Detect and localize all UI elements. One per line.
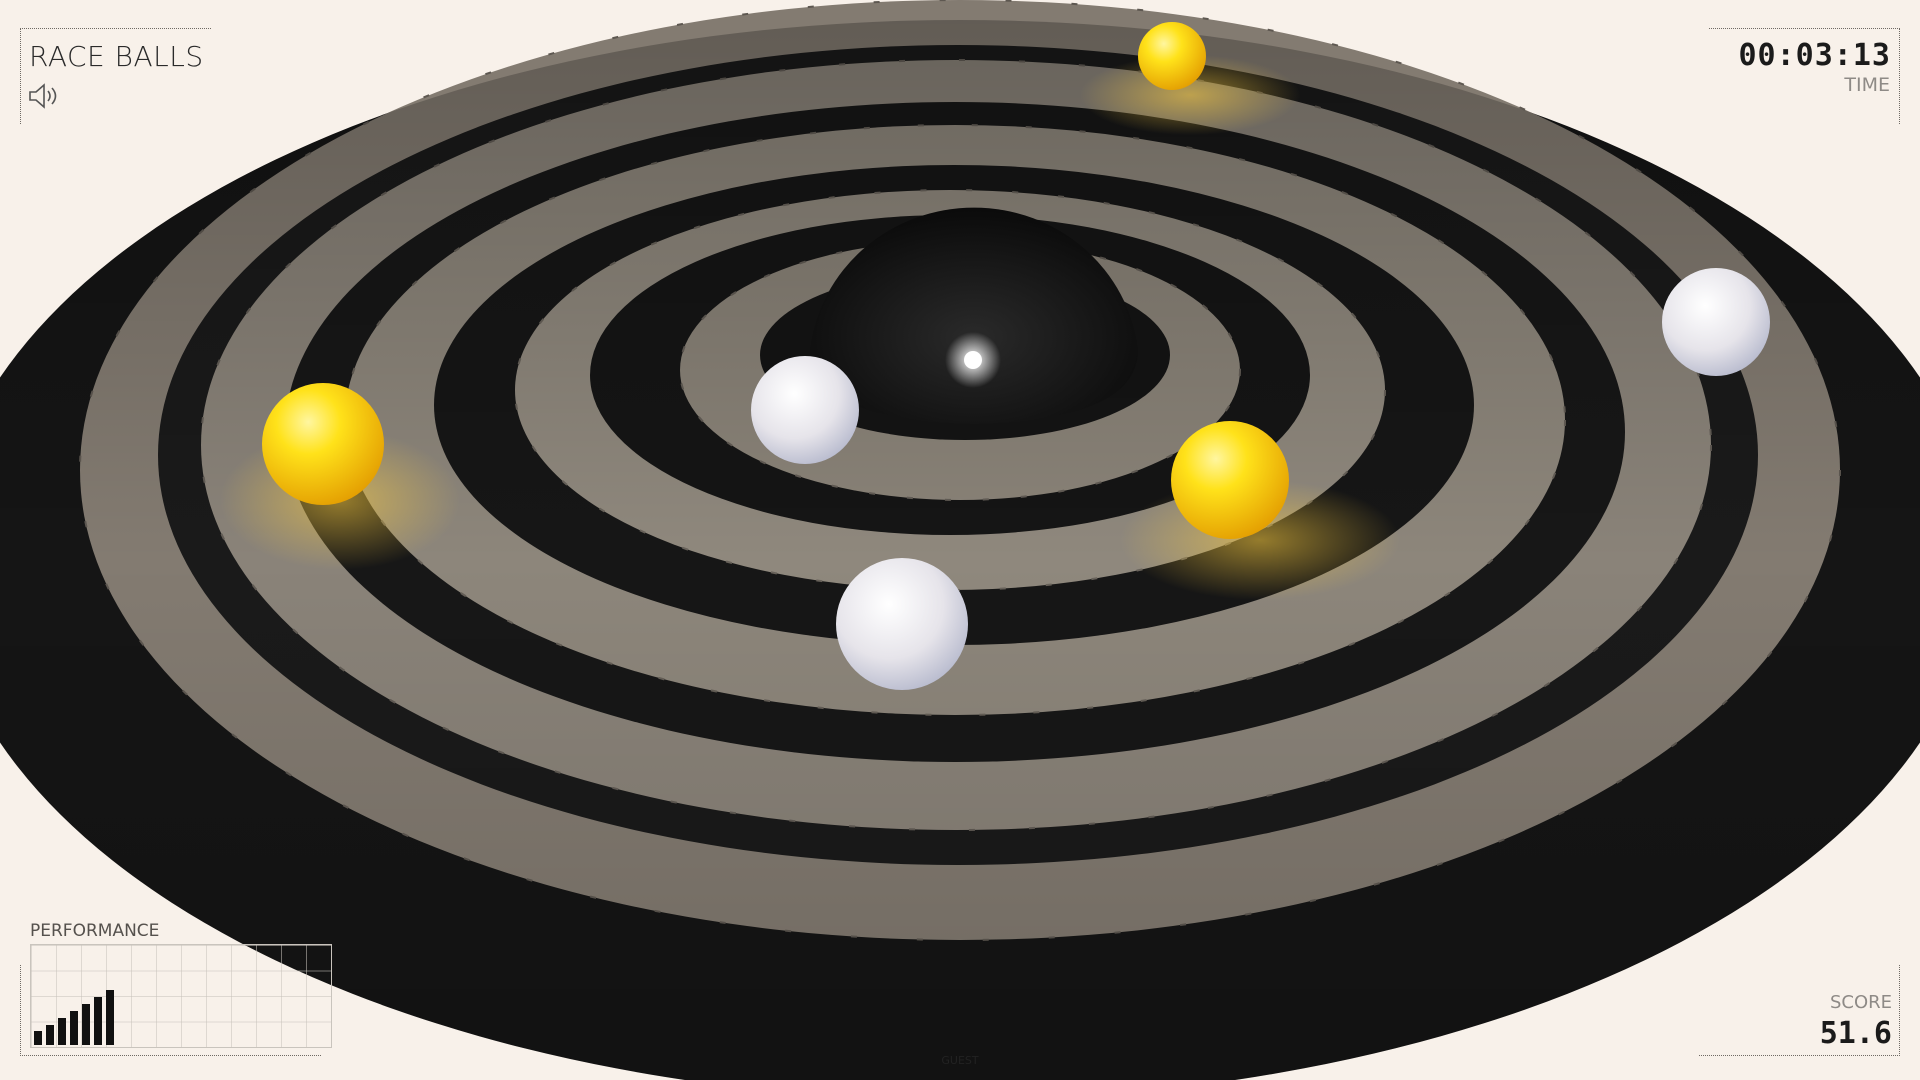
race-ball-yellow xyxy=(1138,22,1206,90)
hud-frame-top-left xyxy=(20,28,211,124)
race-ball-white xyxy=(751,356,859,464)
performance-bar xyxy=(70,1011,78,1045)
race-timer: 00:03:13 xyxy=(1738,38,1891,73)
game-title: RACE BALLS xyxy=(29,40,204,73)
performance-graph xyxy=(30,944,332,1048)
score-label: SCORE xyxy=(1829,992,1892,1013)
race-ball-yellow xyxy=(262,383,384,505)
hud-frame-top-right xyxy=(1709,28,1900,124)
center-light xyxy=(964,351,982,369)
performance-bars xyxy=(34,990,114,1045)
sound-toggle-button[interactable] xyxy=(27,81,63,111)
hud-frame-bottom-left xyxy=(20,965,321,1056)
center-dome xyxy=(810,207,1138,424)
performance-label: PERFORMANCE xyxy=(30,921,160,941)
timer-label: TIME xyxy=(1844,74,1890,96)
speaker-icon xyxy=(29,83,57,109)
hud-frame-bottom-right xyxy=(1699,965,1900,1056)
performance-bar xyxy=(94,997,102,1045)
player-name: GUEST xyxy=(941,1054,979,1067)
ball-glow xyxy=(1080,55,1300,135)
race-ball-white xyxy=(1662,268,1770,376)
track-shading xyxy=(0,20,1920,1080)
performance-bar xyxy=(34,1031,42,1045)
race-ball-white xyxy=(836,558,968,690)
performance-bar xyxy=(82,1004,90,1045)
performance-bar xyxy=(58,1018,66,1045)
performance-bar xyxy=(46,1025,54,1045)
score-value: 51.6 xyxy=(1819,1016,1892,1051)
race-ball-yellow xyxy=(1171,421,1289,539)
performance-bar xyxy=(106,990,114,1045)
